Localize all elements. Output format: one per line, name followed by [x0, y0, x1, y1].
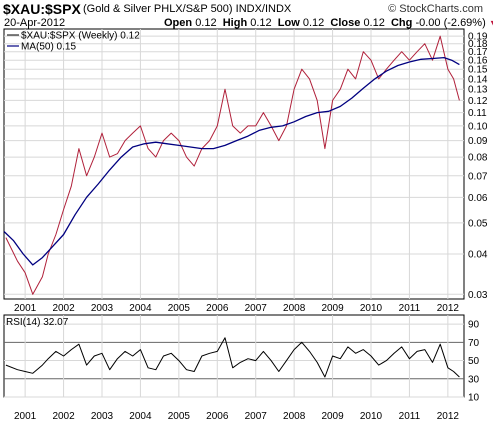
rsi-x-tick-label: 2006 — [206, 411, 229, 422]
price-y-tick-label: 0.16 — [468, 56, 488, 67]
price-y-tick-label: 0.11 — [468, 108, 487, 119]
down-arrow-icon: ▼ — [489, 18, 493, 28]
price-x-tick-label: 2012 — [437, 303, 460, 314]
legend-label-price: $XAU:$SPX (Weekly) 0.12 — [21, 31, 140, 42]
price-x-tick-label: 2009 — [321, 303, 344, 314]
rsi-grid — [4, 315, 464, 398]
rsi-series — [5, 337, 460, 378]
price-series-line — [5, 35, 460, 295]
legend-label-ma: MA(50) 0.15 — [21, 42, 76, 53]
price-y-tick-label: 0.03 — [468, 290, 488, 301]
rsi-x-tick-label: 2003 — [91, 411, 114, 422]
rsi-x-tick-label: 2005 — [168, 411, 191, 422]
rsi-series-line — [5, 337, 460, 378]
price-y-tick-label: 0.06 — [468, 193, 488, 204]
rsi-x-tick-label: 2009 — [321, 411, 344, 422]
price-y-tick-label: 0.14 — [468, 74, 488, 85]
rsi-x-tick-label: 2012 — [437, 411, 460, 422]
chg-value: -0.00 (-2.69%) — [415, 17, 486, 29]
ohlc-readout: Open 0.12 High 0.12 Low 0.12 Close 0.12 … — [164, 17, 493, 29]
price-x-tick-label: 2002 — [52, 303, 75, 314]
rsi-y-tick-label: 10 — [468, 393, 480, 404]
close-value: 0.12 — [363, 17, 385, 29]
price-x-axis: 2001 2002 2003 2004 2005 2006 2007 2008 2009 2010… — [14, 303, 459, 314]
price-y-tick-label: 0.05 — [468, 218, 488, 229]
rsi-y-tick-label: 90 — [468, 320, 480, 331]
stockcharts-logo[interactable]: © StockCharts.com — [388, 3, 483, 15]
price-x-tick-label: 2006 — [206, 303, 229, 314]
price-y-tick-label: 0.09 — [468, 136, 488, 147]
chart-description: (Gold & Silver PHLX/S&P 500) INDX/INDX — [83, 3, 292, 15]
price-y-tick-label: 0.08 — [468, 153, 488, 164]
price-x-tick-label: 2008 — [283, 303, 306, 314]
price-x-tick-label: 2010 — [360, 303, 383, 314]
ma-series-line — [3, 56, 460, 266]
open-label: Open — [164, 17, 193, 29]
rsi-y-tick-label: 50 — [468, 356, 480, 367]
rsi-x-tick-label: 2008 — [283, 411, 306, 422]
rsi-legend-label: RSI(14) 32.07 — [6, 317, 69, 328]
price-y-tick-label: 0.18 — [468, 39, 488, 50]
low-value: 0.12 — [302, 17, 325, 29]
price-series — [3, 35, 460, 295]
price-y-tick-label: 0.15 — [468, 65, 488, 76]
price-x-tick-label: 2005 — [168, 303, 191, 314]
open-value: 0.12 — [195, 17, 217, 29]
high-label: High — [222, 17, 248, 29]
rsi-y-tick-label: 70 — [468, 338, 480, 349]
chg-label: Chg — [390, 17, 413, 29]
price-x-tick-label: 2007 — [245, 303, 268, 314]
price-x-tick-label: 2011 — [399, 303, 421, 314]
price-y-tick-label: 0.13 — [468, 85, 488, 96]
rsi-x-tick-label: 2010 — [360, 411, 383, 422]
chart-date: 20-Apr-2012 — [4, 17, 66, 29]
price-y-tick-label: 0.12 — [468, 96, 488, 107]
rsi-x-tick-label: 2011 — [399, 411, 421, 422]
price-legend: $XAU:$SPX (Weekly) 0.12 MA(50) 0.15 — [7, 31, 140, 53]
price-x-tick-label: 2003 — [91, 303, 114, 314]
chart-symbol: $XAU:$SPX — [3, 1, 81, 17]
rsi-y-axis: 90 70 50 30 10 — [468, 320, 480, 404]
price-y-tick-label: 0.10 — [468, 121, 488, 132]
rsi-x-tick-label: 2007 — [245, 411, 268, 422]
close-label: Close — [330, 17, 361, 29]
price-x-tick-label: 2001 — [14, 303, 37, 314]
price-y-tick-label: 0.19 — [468, 32, 488, 43]
price-y-axis: 0.190.180.170.160.150.140.130.120.11 0.10… — [468, 32, 488, 301]
price-grid — [4, 29, 464, 299]
price-y-tick-label: 0.07 — [468, 171, 488, 182]
rsi-panel-frame — [3, 314, 465, 398]
low-label: Low — [277, 17, 300, 29]
price-x-tick-label: 2004 — [129, 303, 152, 314]
rsi-x-tick-label: 2001 — [14, 411, 37, 422]
price-y-tick-label: 0.04 — [468, 250, 488, 261]
price-y-tick-label: 0.17 — [468, 47, 488, 58]
rsi-x-axis: 2001 2002 2003 2004 2005 2006 2007 2008 2009 2010… — [14, 411, 459, 422]
rsi-x-tick-label: 2004 — [129, 411, 152, 422]
rsi-y-tick-label: 30 — [468, 374, 480, 385]
high-value: 0.12 — [250, 17, 272, 29]
rsi-x-tick-label: 2002 — [52, 411, 75, 422]
